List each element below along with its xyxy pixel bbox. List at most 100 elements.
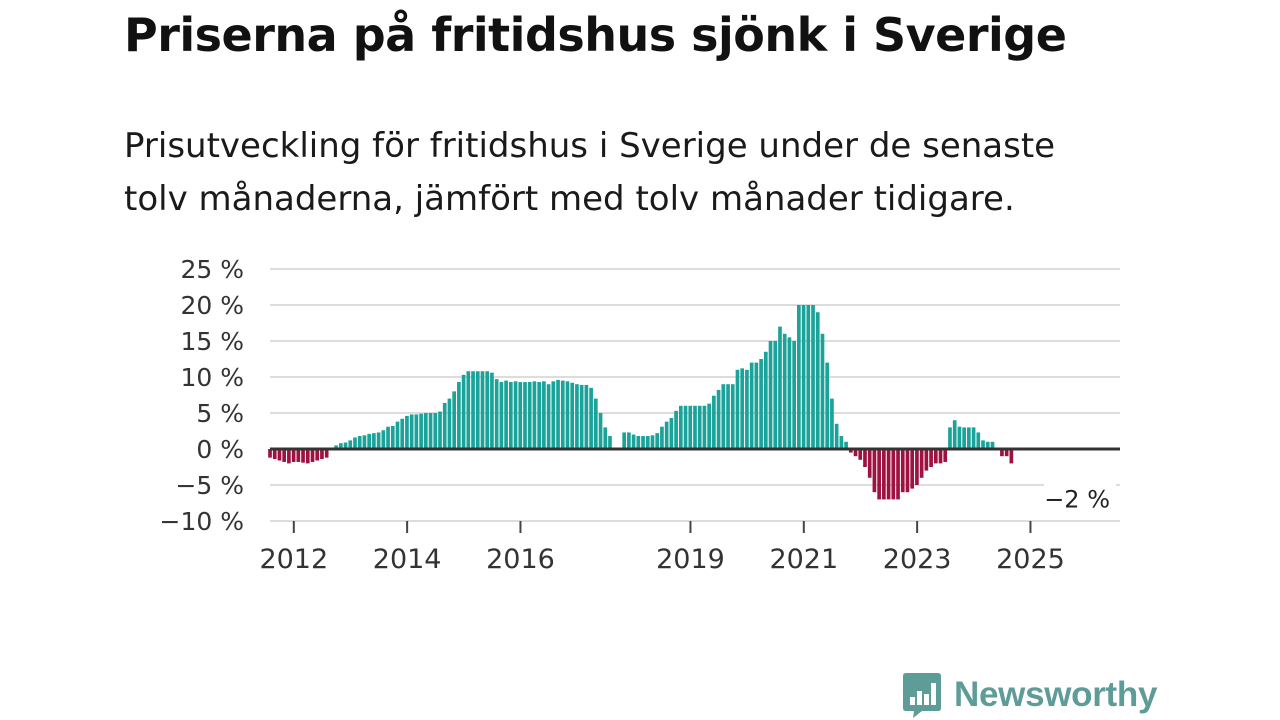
bar bbox=[343, 442, 348, 449]
bar bbox=[844, 441, 848, 449]
bar bbox=[815, 312, 820, 449]
annotation-background bbox=[1044, 471, 1116, 501]
bar bbox=[938, 449, 943, 464]
x-tick-label: 2012 bbox=[259, 544, 328, 575]
bar bbox=[948, 427, 952, 449]
bar bbox=[589, 387, 593, 449]
bar bbox=[452, 391, 457, 449]
bar bbox=[466, 371, 471, 449]
x-tick-label: 2023 bbox=[883, 544, 952, 575]
bar bbox=[853, 449, 858, 457]
y-axis-tick-labels: 25 % 20 % 15 % 10 % 5 % 0 % −5 % −10 % bbox=[160, 255, 244, 536]
bar bbox=[981, 440, 985, 449]
chart-subtitle: Prisutveckling för fritidshus i Sverige … bbox=[124, 120, 1124, 226]
bar bbox=[504, 380, 508, 449]
bar bbox=[886, 449, 891, 500]
bar bbox=[390, 425, 395, 449]
bar bbox=[811, 305, 815, 449]
bar bbox=[915, 449, 919, 485]
bar bbox=[414, 414, 419, 449]
x-tick-label: 2025 bbox=[996, 544, 1065, 575]
bar bbox=[645, 436, 650, 449]
bar bbox=[792, 341, 796, 449]
bar bbox=[579, 384, 584, 449]
bar bbox=[882, 449, 886, 500]
bar bbox=[320, 449, 324, 460]
bar bbox=[863, 449, 867, 467]
bar bbox=[438, 411, 442, 449]
bar bbox=[905, 449, 910, 493]
bar bbox=[896, 449, 900, 500]
bar bbox=[782, 333, 787, 449]
bar bbox=[542, 381, 546, 449]
bar bbox=[518, 382, 523, 449]
bar bbox=[532, 381, 537, 449]
bar bbox=[641, 436, 645, 449]
bar bbox=[376, 432, 381, 449]
bar bbox=[627, 432, 631, 449]
bar bbox=[565, 381, 570, 449]
bar bbox=[688, 405, 693, 449]
bar bbox=[508, 382, 513, 449]
bar bbox=[839, 436, 844, 449]
bar bbox=[660, 426, 664, 449]
bar bbox=[622, 432, 626, 449]
bar bbox=[475, 371, 480, 449]
y-tick-label: 20 % bbox=[180, 291, 244, 320]
bar bbox=[867, 449, 872, 478]
bar bbox=[490, 372, 494, 449]
bar bbox=[423, 413, 428, 449]
bar bbox=[933, 449, 938, 464]
bar bbox=[830, 398, 834, 449]
y-tick-label: 10 % bbox=[180, 363, 244, 392]
bar bbox=[353, 437, 357, 449]
bar bbox=[372, 433, 376, 449]
bar bbox=[962, 427, 966, 449]
bar bbox=[296, 449, 301, 462]
bar bbox=[976, 432, 981, 449]
bar bbox=[593, 398, 598, 449]
bar bbox=[527, 382, 532, 449]
bar bbox=[461, 374, 466, 449]
bar bbox=[787, 337, 792, 449]
bar bbox=[740, 368, 745, 449]
bar bbox=[381, 430, 386, 449]
bar bbox=[603, 427, 608, 449]
bar bbox=[362, 435, 367, 449]
bar bbox=[546, 384, 551, 449]
bar bbox=[712, 395, 716, 449]
bar bbox=[806, 305, 811, 449]
brand-logo: Newsworthy bbox=[902, 670, 1157, 720]
gridlines bbox=[270, 268, 1120, 522]
bar bbox=[778, 326, 782, 449]
subtitle-line-1: Prisutveckling för fritidshus i Sverige … bbox=[124, 126, 1056, 166]
y-tick-label: 5 % bbox=[196, 399, 244, 428]
y-tick-label: 0 % bbox=[196, 435, 244, 464]
bar bbox=[678, 405, 683, 449]
bar bbox=[683, 405, 688, 449]
bar bbox=[556, 379, 560, 449]
bar bbox=[560, 380, 565, 449]
bar bbox=[272, 449, 277, 460]
bar bbox=[759, 359, 763, 449]
bar bbox=[735, 369, 740, 449]
bar bbox=[282, 449, 287, 462]
bar bbox=[400, 418, 405, 449]
bar bbox=[575, 384, 579, 449]
bar bbox=[754, 362, 759, 449]
bar bbox=[655, 433, 660, 449]
bar bbox=[442, 402, 447, 449]
y-tick-label: −5 % bbox=[175, 471, 244, 500]
bar-series bbox=[268, 305, 1014, 500]
bar bbox=[367, 433, 372, 449]
y-tick-label: −10 % bbox=[160, 507, 244, 536]
bar bbox=[773, 341, 778, 449]
y-tick-label: 15 % bbox=[180, 327, 244, 356]
bar bbox=[598, 413, 603, 449]
subtitle-line-2: tolv månaderna, jämfört med tolv månader… bbox=[124, 179, 1015, 219]
bar bbox=[697, 405, 702, 449]
bar bbox=[952, 420, 957, 449]
bar bbox=[338, 443, 343, 449]
bar bbox=[745, 369, 749, 449]
